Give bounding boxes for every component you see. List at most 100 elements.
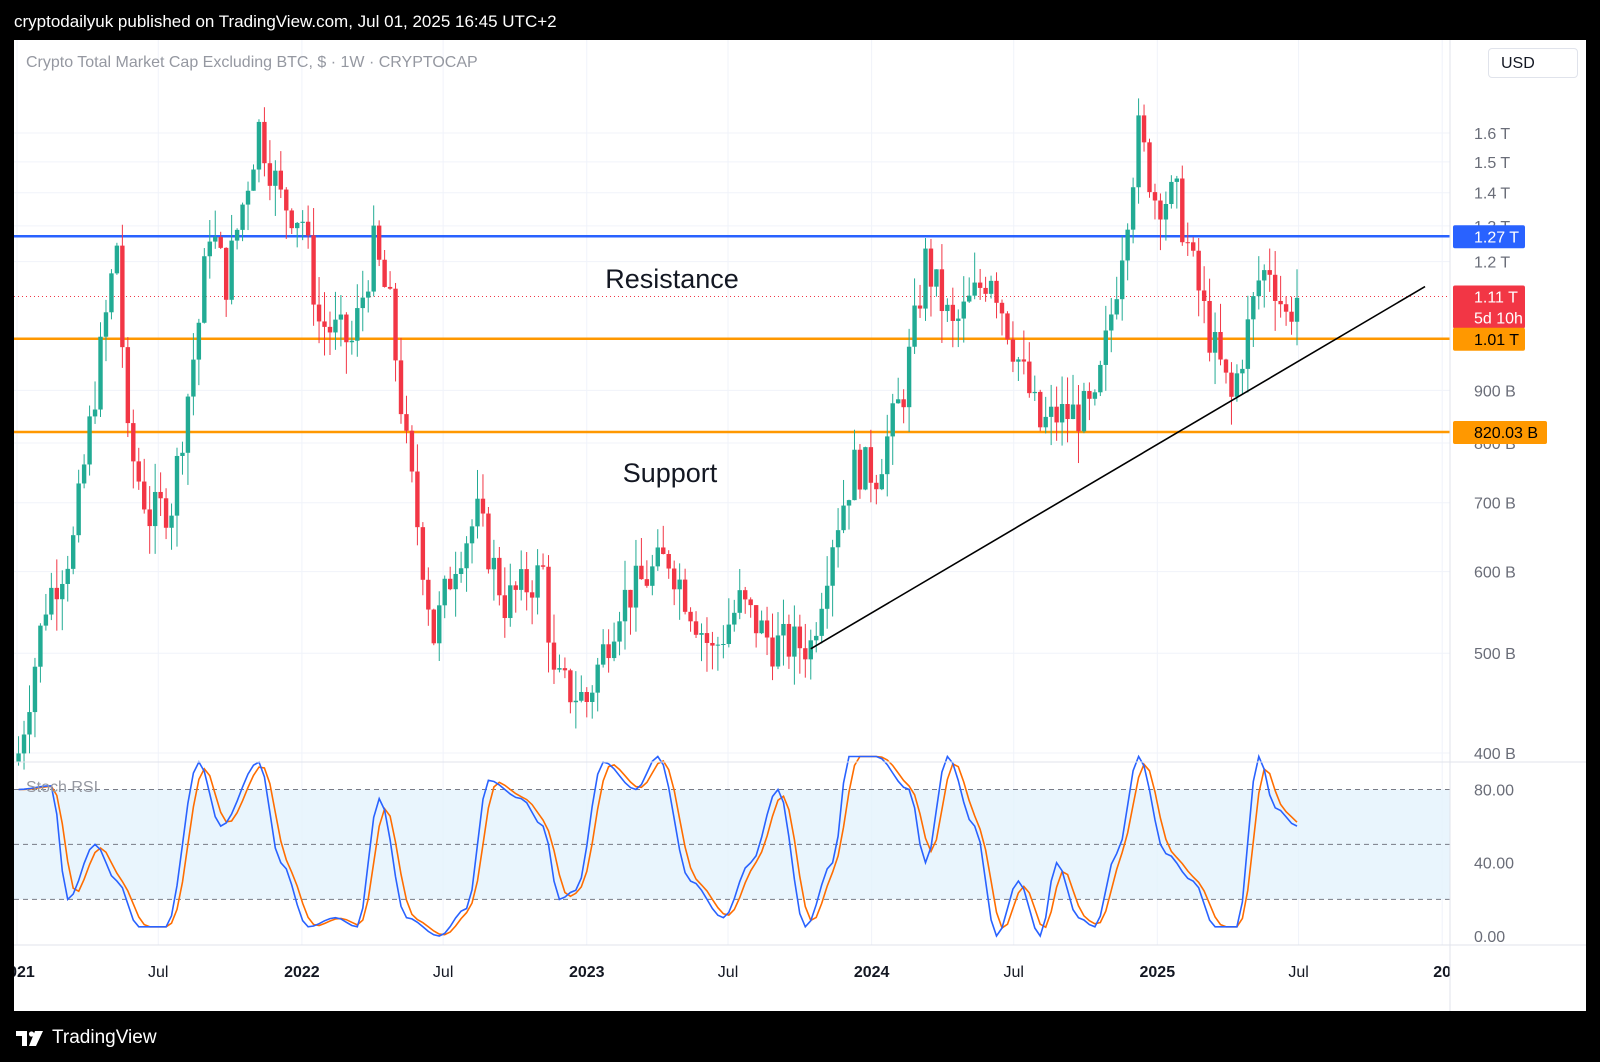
candle-body — [305, 221, 311, 236]
candle-body — [311, 235, 316, 305]
candle-body — [611, 641, 617, 659]
candle-body — [753, 605, 759, 634]
candle-body — [1141, 115, 1147, 143]
candle-body — [568, 670, 573, 703]
resistance-tag — [1453, 225, 1525, 249]
candle-body — [21, 734, 27, 754]
candle-body — [797, 626, 803, 649]
candle-body — [590, 692, 595, 702]
candle-body — [874, 482, 879, 490]
candle-body — [786, 623, 792, 657]
candle-body — [284, 189, 289, 211]
candle-body — [1119, 260, 1125, 300]
candle-body — [202, 256, 207, 323]
candle-body — [475, 498, 480, 527]
candle-body — [218, 237, 223, 248]
candle-body — [939, 269, 945, 312]
chart-frame[interactable]: 2021 Jul 2022 Jul 2023 Jul 2024 Jul 2025 Jul 20 1.6… — [14, 40, 1586, 1011]
candle-body — [999, 302, 1005, 314]
candle-body — [486, 513, 491, 570]
candle-body — [945, 304, 950, 312]
candle-body — [584, 692, 589, 702]
candle-body — [147, 509, 152, 527]
candle-body — [1223, 359, 1229, 373]
indicator-axis-label: 80.00 — [1474, 782, 1514, 799]
candle-body — [540, 565, 546, 567]
candle-body — [169, 515, 174, 528]
candle-body — [43, 614, 49, 626]
overlays — [810, 285, 1426, 650]
candle-body — [1054, 406, 1059, 423]
tradingview-logo[interactable]: TradingView — [16, 1027, 157, 1049]
candle-body — [1043, 416, 1048, 428]
currency-button[interactable]: USD — [1488, 48, 1578, 78]
time-axis-label: Jul — [718, 964, 738, 981]
candle-body — [16, 753, 21, 763]
candle-body — [76, 483, 81, 536]
candle-body — [972, 282, 977, 296]
candle-body — [409, 430, 415, 472]
price-axis-label: 700 B — [1474, 496, 1516, 513]
candle-body — [464, 543, 469, 569]
candle-body — [70, 535, 76, 569]
candle-body — [579, 692, 584, 701]
candle-body — [92, 409, 98, 417]
candle-body — [1065, 404, 1070, 420]
candle-body — [278, 170, 284, 190]
candle-body — [1272, 274, 1278, 301]
candle-body — [748, 599, 753, 606]
candle-body — [1174, 178, 1180, 182]
candle-body — [988, 280, 994, 294]
candle-body — [1212, 332, 1218, 353]
candle-body — [529, 592, 535, 598]
candle-body — [355, 308, 360, 341]
candle-body — [814, 635, 819, 641]
candle-body — [633, 565, 639, 608]
candle-body — [213, 237, 218, 242]
candle-body — [895, 399, 901, 404]
candle-body — [415, 471, 420, 528]
candle-body — [879, 474, 884, 490]
candle-body — [1185, 242, 1190, 244]
candle-body — [1010, 339, 1016, 362]
last-price-tag — [1453, 285, 1525, 329]
candle-body — [721, 643, 726, 645]
footer-bar: TradingView — [0, 1011, 1600, 1062]
candle-body — [382, 259, 387, 287]
candle-body — [901, 399, 906, 408]
candle-body — [185, 396, 191, 453]
candle-body — [595, 664, 600, 693]
candle-body — [650, 566, 655, 586]
candle-body — [693, 621, 699, 635]
candle-body — [338, 314, 344, 320]
resistance-label: Resistance — [605, 264, 739, 294]
candle-body — [1229, 372, 1234, 397]
candle-body — [1256, 280, 1261, 297]
candle-body — [830, 547, 835, 586]
candle-body — [437, 605, 442, 644]
candle-body — [262, 121, 267, 164]
chart-canvas[interactable]: 2021 Jul 2022 Jul 2023 Jul 2024 Jul 2025 Jul 20 1.6… — [14, 40, 1586, 1011]
candle-body — [699, 633, 704, 635]
candle-body — [671, 568, 677, 590]
candle-body — [885, 436, 890, 475]
candle-body — [868, 447, 874, 483]
candle-body — [934, 269, 939, 287]
candle-body — [38, 625, 43, 667]
candle-body — [688, 611, 693, 622]
candle-body — [131, 423, 136, 462]
candle-body — [956, 318, 961, 321]
time-axis-label: 20 — [1433, 964, 1451, 981]
candle-body — [732, 612, 737, 625]
candle-body — [1191, 242, 1196, 251]
candle-body — [267, 163, 273, 186]
candle-body — [1283, 304, 1289, 312]
candle-body — [606, 644, 611, 659]
candle-body — [994, 280, 999, 303]
grid — [14, 40, 1450, 945]
candle-body — [770, 637, 775, 667]
price-axis-label: 500 B — [1474, 646, 1516, 663]
candle-body — [1081, 391, 1087, 432]
candle-body — [289, 210, 294, 229]
candle-body — [682, 579, 688, 612]
